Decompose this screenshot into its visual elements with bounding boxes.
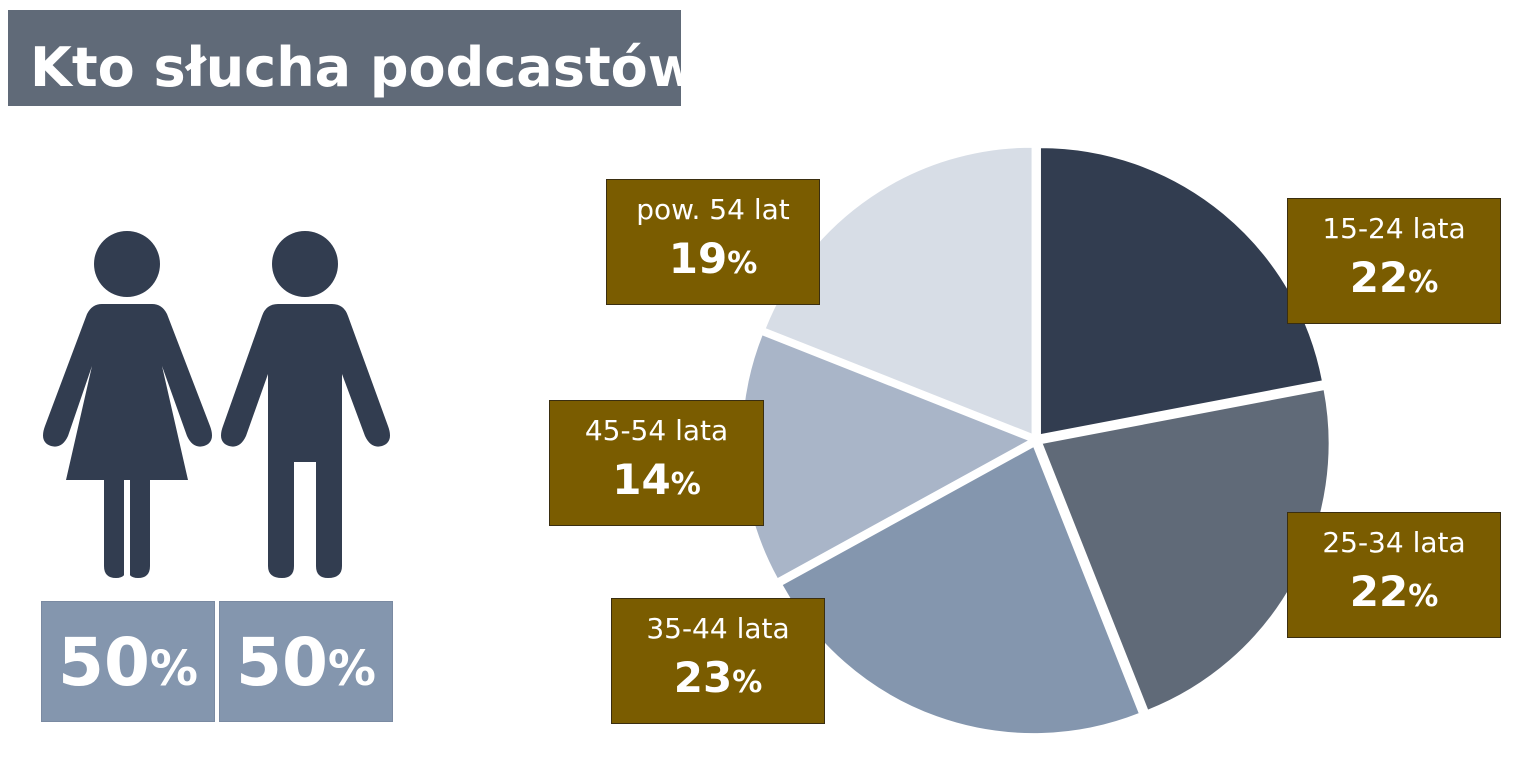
label-25-34-category: 25-34 lata [1322,526,1466,559]
label-25-34-unit: % [1408,579,1439,614]
label-over-54-number: 19 [668,234,728,283]
label-15-24: 15-24 lata 22% [1287,198,1501,324]
label-35-44-category: 35-44 lata [646,612,790,645]
label-over-54-unit: % [727,246,758,281]
female-icon [43,231,212,578]
label-15-24-number: 22 [1349,253,1409,302]
label-35-44-number: 23 [673,653,733,702]
label-45-54-number: 14 [612,455,671,504]
label-over-54-category: pow. 54 lat [636,193,790,226]
label-over-54: pow. 54 lat 19% [606,179,820,305]
label-25-34-number: 22 [1349,567,1409,616]
female-percent-value: 50 [58,624,150,701]
male-percent-box: 50% [219,601,393,722]
label-over-54-value: 19% [607,236,819,287]
slice-15-24 [1039,147,1323,436]
male-icon [221,231,390,578]
female-percent-box: 50% [41,601,215,722]
label-35-44-value: 23% [612,655,824,706]
label-15-24-category: 15-24 lata [1322,212,1466,245]
male-percent-unit: % [327,641,376,697]
label-45-54-value: 14% [550,457,763,508]
label-15-24-unit: % [1408,265,1439,300]
label-25-34-value: 22% [1288,569,1500,620]
label-45-54: 45-54 lata 14% [549,400,764,526]
label-45-54-unit: % [670,467,701,502]
label-25-34: 25-34 lata 22% [1287,512,1501,638]
female-percent-unit: % [149,641,198,697]
male-percent-value: 50 [236,624,328,701]
title-banner: Kto słucha podcastów? [8,10,729,106]
label-35-44-unit: % [732,665,763,700]
label-35-44: 35-44 lata 23% [611,598,825,724]
page-title: Kto słucha podcastów? [30,36,729,99]
label-15-24-value: 22% [1288,255,1500,306]
label-45-54-category: 45-54 lata [584,414,729,447]
